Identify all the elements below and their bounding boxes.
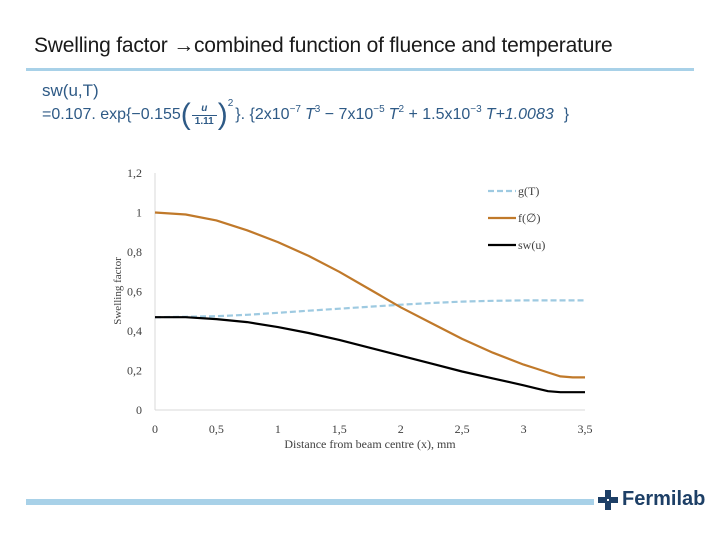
x-tick-label: 0,5 <box>209 422 224 436</box>
equation-open-paren: ( <box>180 98 191 131</box>
x-tick-label: 1,5 <box>332 422 347 436</box>
y-tick-label: 0,6 <box>127 285 142 299</box>
equation-rhs: =0.107. exp{−0.155 ( u 1.11 ) 2 }. {2x10… <box>42 97 570 131</box>
fraction-denominator: 1.11 <box>191 114 217 128</box>
y-tick-label: 0 <box>136 403 142 417</box>
x-tick-label: 2,5 <box>455 422 470 436</box>
series-line <box>154 299 585 319</box>
legend-label: sw(u) <box>518 238 545 252</box>
equation-fraction: u 1.11 <box>191 102 217 128</box>
y-tick-label: 1,2 <box>127 166 142 180</box>
fraction-numerator: u <box>201 102 208 114</box>
y-tick-label: 0,2 <box>127 364 142 378</box>
poly-exp-c: −5 <box>373 103 385 115</box>
x-tick-label: 1 <box>275 422 281 436</box>
logo-text: Fermilab <box>622 488 706 510</box>
legend-label: g(T) <box>518 184 539 198</box>
poly-part-a: }. {2x10 <box>235 106 290 123</box>
series-line <box>155 316 585 394</box>
fermilab-logo: Fermilab <box>598 488 705 511</box>
poly-exp-d: 2 <box>398 103 404 115</box>
x-tick-label: 3,5 <box>578 422 593 436</box>
y-tick-label: 0,4 <box>127 324 142 338</box>
x-tick-label: 3 <box>521 422 527 436</box>
poly-part-c: − 7x10 <box>320 106 374 123</box>
y-tick-label: 0,8 <box>127 245 142 259</box>
x-tick-label: 2 <box>398 422 404 436</box>
equation-prefix: =0.107. exp{−0.155 <box>42 106 181 123</box>
title-divider <box>26 68 694 71</box>
slide-title: Swelling factor →combined function of fl… <box>34 34 613 57</box>
series-line <box>154 211 585 379</box>
poly-part-b: T <box>304 106 315 123</box>
poly-exp-b: 3 <box>314 103 321 115</box>
y-tick-label: 1 <box>136 206 142 220</box>
equation-close-paren: ) <box>217 98 228 131</box>
y-axis-title: Swelling factor <box>112 257 124 325</box>
legend-label: f(∅) <box>518 211 540 225</box>
footer-bar <box>26 499 594 505</box>
equation-power: 2 <box>227 97 234 109</box>
equation-lhs: sw(u,T) <box>42 81 99 100</box>
poly-part-d: T <box>388 106 399 123</box>
poly-exp-e: −3 <box>470 103 482 115</box>
x-tick-label: 0 <box>152 422 158 436</box>
x-axis-title: Distance from beam centre (x), mm <box>284 437 456 451</box>
fermilab-mark-icon <box>598 489 618 510</box>
poly-part-f: T+1.0083 <box>485 106 554 123</box>
poly-part-e: + 1.5x10 <box>404 106 471 123</box>
poly-exp-a: −7 <box>289 103 301 115</box>
poly-part-g: } <box>563 106 570 123</box>
